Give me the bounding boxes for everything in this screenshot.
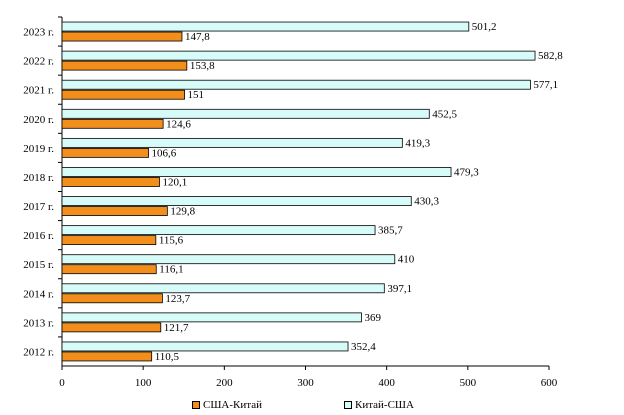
bar-usa-china	[61, 147, 149, 158]
data-label-china-usa: 385,7	[378, 225, 403, 237]
bar-usa-china	[61, 206, 168, 216]
data-label-usa-china: 151	[188, 89, 205, 101]
category-label: 2012 г.	[23, 346, 54, 358]
bar-china-usa	[61, 21, 470, 32]
bar-china-usa	[61, 341, 349, 352]
bar-china-usa	[61, 50, 536, 61]
legend-item-usa-china: США-Китай	[192, 399, 262, 411]
category-label: 2023 г.	[23, 27, 54, 39]
data-label-china-usa: 352,4	[351, 341, 376, 353]
bar-china-usa	[61, 137, 403, 148]
data-label-usa-china: 124,6	[166, 118, 191, 130]
bar-usa-china	[61, 89, 185, 100]
category-label: 2015 г.	[23, 259, 54, 271]
category-label: 2016 г.	[23, 230, 54, 242]
legend-item-china-usa: Китай-США	[344, 399, 414, 411]
legend: США-Китай Китай-США	[0, 399, 624, 415]
data-label-china-usa: 369	[365, 312, 382, 324]
bar-usa-china	[61, 118, 164, 129]
data-label-china-usa: 501,2	[472, 21, 497, 33]
data-label-usa-china: 121,7	[164, 322, 189, 334]
bar-usa-china	[61, 322, 162, 333]
category-label: 2018 г.	[23, 172, 54, 184]
x-tick-label: 0	[59, 377, 65, 389]
legend-swatch-china-usa	[344, 401, 352, 409]
data-label-china-usa: 577,1	[533, 79, 558, 91]
category-label: 2019 г.	[23, 143, 54, 155]
legend-swatch-usa-china	[192, 401, 200, 409]
data-label-usa-china: 153,8	[190, 60, 215, 72]
data-label-usa-china: 123,7	[165, 293, 190, 305]
data-label-china-usa: 410	[398, 254, 415, 266]
data-label-china-usa: 582,8	[538, 50, 563, 62]
bar-china-usa	[61, 283, 385, 294]
category-label: 2013 г.	[23, 317, 54, 329]
x-tick-label: 100	[135, 377, 152, 389]
bar-usa-china	[61, 31, 183, 42]
data-label-usa-china: 147,8	[185, 31, 210, 43]
bar-china-usa	[61, 167, 452, 177]
data-label-china-usa: 452,5	[432, 108, 457, 120]
bar-usa-china	[61, 264, 157, 275]
data-label-usa-china: 120,1	[162, 176, 187, 188]
x-tick-label: 300	[297, 377, 314, 389]
x-tick-label: 600	[541, 377, 558, 389]
data-label-usa-china: 106,6	[152, 147, 177, 159]
data-label-usa-china: 116,1	[159, 264, 183, 276]
legend-label-china-usa: Китай-США	[355, 399, 414, 411]
data-label-china-usa: 430,3	[414, 196, 439, 208]
bar-china-usa	[61, 108, 430, 119]
x-tick-label: 200	[216, 377, 233, 389]
x-tick-label: 400	[378, 377, 395, 389]
data-label-china-usa: 479,3	[454, 166, 479, 178]
data-label-usa-china: 110,5	[155, 351, 180, 363]
bar-china-usa	[61, 225, 376, 236]
bar-usa-china	[61, 235, 157, 246]
x-tick-label: 500	[460, 377, 477, 389]
bar-china-usa	[61, 312, 362, 323]
data-label-china-usa: 419,3	[405, 137, 430, 149]
category-label: 2014 г.	[23, 288, 54, 300]
data-label-china-usa: 397,1	[387, 283, 412, 295]
category-label: 2021 г.	[23, 85, 54, 97]
category-label: 2017 г.	[23, 201, 54, 213]
data-label-usa-china: 115,6	[159, 235, 184, 247]
category-label: 2020 г.	[23, 114, 54, 126]
category-label: 2022 г.	[23, 56, 54, 68]
bar-usa-china	[61, 177, 160, 187]
bar-china-usa	[61, 254, 396, 265]
bar-usa-china	[61, 60, 188, 71]
data-label-usa-china: 129,8	[170, 206, 195, 218]
bar-china-usa	[61, 196, 412, 206]
bar-usa-china	[61, 351, 153, 362]
bar-china-usa	[61, 79, 531, 90]
legend-label-usa-china: США-Китай	[203, 399, 262, 411]
bar-usa-china	[61, 293, 163, 304]
